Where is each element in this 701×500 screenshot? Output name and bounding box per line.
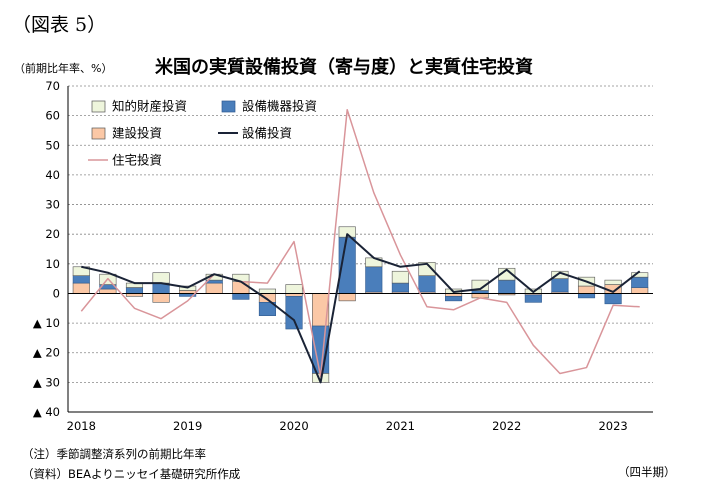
bar-ip [258, 288, 276, 294]
bar-equipment [418, 275, 436, 293]
bar-equipment [631, 276, 649, 288]
y-tick-label: ▲ 20 [33, 346, 60, 360]
bar-ip [285, 284, 303, 294]
bar-equipment [577, 293, 596, 299]
bar-ip [498, 267, 516, 281]
bar-structures [577, 285, 596, 294]
bar-equipment [551, 278, 569, 293]
period-label: （四半期） [618, 465, 676, 479]
y-tick-label: 50 [45, 138, 60, 152]
chart-note: （注）季節調整済系列の前期比年率 [22, 447, 206, 461]
y-tick-label: 20 [45, 227, 60, 241]
legend-equipment-swatch [221, 100, 236, 113]
y-tick-label: ▲ 10 [33, 316, 60, 330]
chart-source: （資料）BEAよりニッセイ基礎研究所作成 [22, 467, 241, 481]
bar-equipment [391, 282, 409, 293]
bar-ip [152, 272, 170, 284]
chart-title: 米国の実質設備投資（寄与度）と実質住宅投資 [155, 57, 533, 78]
x-tick-label: 2023 [598, 419, 627, 433]
bar-equipment [498, 279, 516, 294]
x-tick-label: 2018 [67, 419, 96, 433]
bar-equipment [445, 296, 463, 302]
bar-equipment [524, 294, 542, 303]
legend-ip-swatch [91, 100, 106, 113]
bar-structures [152, 293, 170, 303]
bar-ip [418, 262, 436, 276]
y-tick-label: ▲ 30 [33, 375, 60, 389]
x-tick-label: 2021 [386, 419, 415, 433]
bar-structures [205, 282, 223, 294]
x-tick-label: 2020 [279, 419, 308, 433]
line-total-investment [81, 233, 641, 384]
legend-ip-label: 知的財産投資 [112, 99, 187, 114]
x-tick-label: 2022 [492, 419, 521, 433]
y-tick-label: 40 [45, 168, 60, 182]
legend-equipment-label: 設備機器投資 [242, 99, 317, 114]
bar-ip [391, 270, 409, 284]
bar-ip [631, 272, 649, 278]
figure-label: （図表 5） [12, 14, 107, 36]
bar-equipment [604, 293, 622, 305]
legend-residential-label: 住宅投資 [112, 153, 162, 168]
y-tick-label: 30 [45, 198, 60, 212]
bar-ip [471, 279, 489, 291]
y-tick-label: 70 [45, 79, 60, 93]
bar-structures [99, 288, 117, 294]
bar-equipment [365, 266, 383, 293]
bar-equipment [285, 296, 303, 330]
y-tick-label: 10 [45, 257, 60, 271]
unit-label: （前期比年率、%） [14, 62, 113, 75]
bar-equipment [232, 293, 250, 300]
y-tick-label: 0 [53, 286, 60, 300]
legend-total-label: 設備投資 [242, 126, 292, 141]
bar-equipment [258, 302, 276, 316]
line-residential-investment [80, 108, 640, 378]
bar-ip [604, 279, 622, 285]
bar-equipment [72, 275, 90, 284]
legend-structures-swatch [91, 127, 106, 140]
bar-structures [631, 287, 649, 294]
x-tick-label: 2019 [173, 419, 202, 433]
y-tick-label: 60 [45, 109, 60, 123]
bar-ip [72, 266, 90, 276]
bar-structures [72, 282, 90, 294]
legend-structures-label: 建設投資 [112, 126, 162, 141]
bar-structures [232, 281, 250, 294]
bar-equipment [125, 287, 144, 294]
y-tick-label: ▲ 40 [33, 405, 60, 419]
bar-structures [338, 293, 356, 302]
